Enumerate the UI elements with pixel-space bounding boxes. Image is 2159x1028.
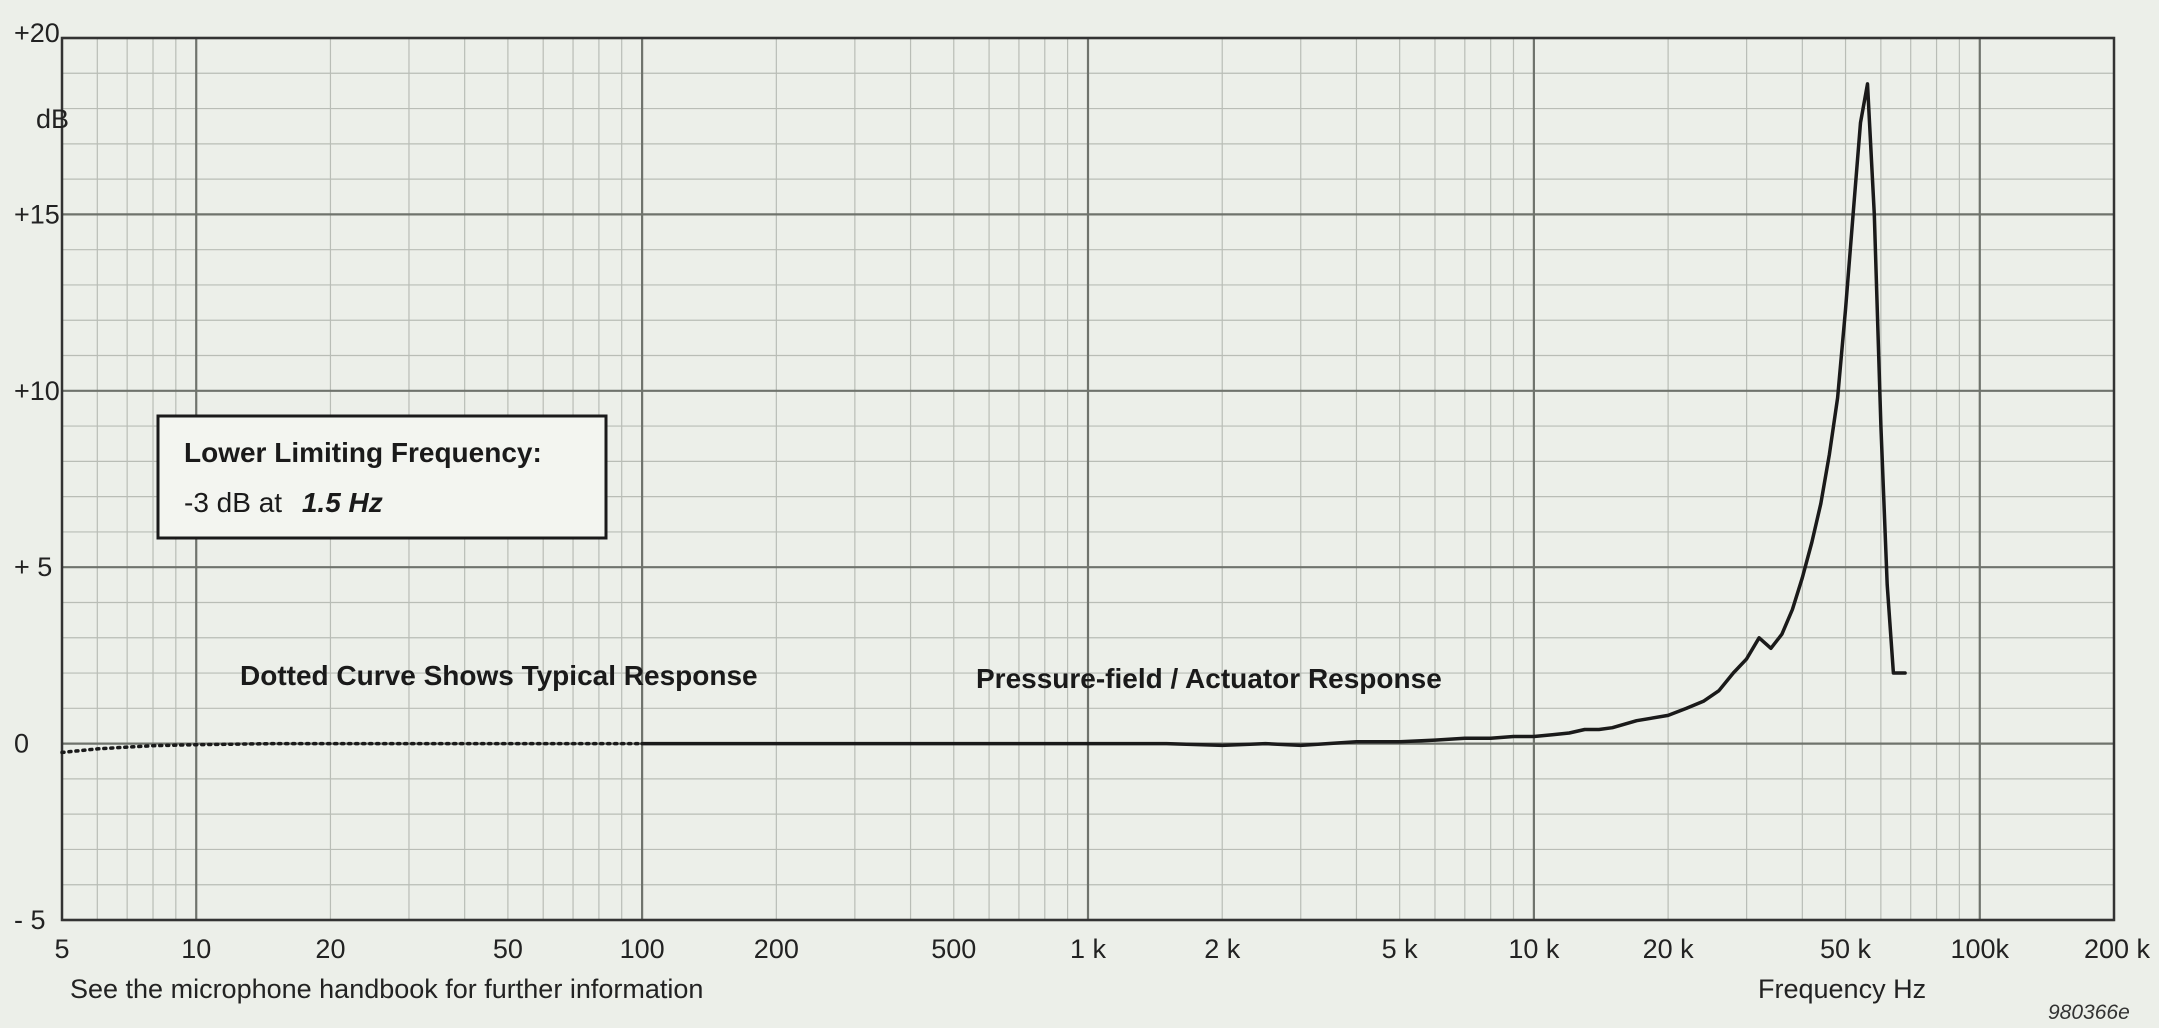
x-tick-label: 20 xyxy=(315,934,345,964)
y-tick-label: +10 xyxy=(14,376,60,406)
y-tick-label: 0 xyxy=(14,729,29,759)
x-tick-label: 100 xyxy=(620,934,665,964)
x-tick-label: 10 xyxy=(181,934,211,964)
x-tick-label: 20 k xyxy=(1643,934,1695,964)
lower-limit-title: Lower Limiting Frequency: xyxy=(184,437,542,468)
x-tick-label: 2 k xyxy=(1204,934,1241,964)
handbook-footnote: See the microphone handbook for further … xyxy=(70,974,703,1004)
lower-limit-value-emph: 1.5 Hz xyxy=(302,487,383,518)
x-tick-label: 50 xyxy=(493,934,523,964)
x-tick-label: 500 xyxy=(931,934,976,964)
lower-limit-value: -3 dB at 1.5 Hz xyxy=(184,487,383,518)
x-axis-labels: 5 10 20 50 100 200 500 1 k 2 k 5 k 10 k 20 k 50 k 100… xyxy=(54,934,2150,964)
x-tick-label: 5 xyxy=(54,934,69,964)
x-tick-label: 50 k xyxy=(1820,934,1872,964)
y-tick-label: + 5 xyxy=(14,552,52,582)
typical-response-dotted-line xyxy=(60,741,644,755)
x-tick-label: 1 k xyxy=(1070,934,1107,964)
lower-limit-box: Lower Limiting Frequency: -3 dB at 1.5 H… xyxy=(156,414,608,540)
plot-frame xyxy=(60,36,2116,922)
x-tick-label: 100k xyxy=(1950,934,2009,964)
x-axis-title: Frequency Hz xyxy=(1758,974,1926,1004)
y-tick-label: - 5 xyxy=(14,905,46,935)
figure-code: 980366e xyxy=(2048,1001,2130,1024)
series-group xyxy=(60,82,1907,755)
lower-limit-value-prefix: -3 dB at xyxy=(184,487,282,518)
x-tick-label: 200 k xyxy=(2084,934,2151,964)
lower-limit-box-frame xyxy=(156,414,608,540)
y-tick-label: +15 xyxy=(14,199,60,229)
y-axis-unit-label: dB xyxy=(36,104,69,134)
dotted-curve-note: Dotted Curve Shows Typical Response xyxy=(240,660,758,691)
pressure-field-response-line xyxy=(640,82,1907,748)
pressure-field-note: Pressure-field / Actuator Response xyxy=(976,663,1442,694)
x-tick-label: 10 k xyxy=(1508,934,1560,964)
x-tick-label: 5 k xyxy=(1382,934,1419,964)
y-tick-label: +20 xyxy=(14,18,60,48)
y-axis-labels: +20 +15 +10 + 5 0 - 5 xyxy=(14,18,60,935)
x-tick-label: 200 xyxy=(754,934,799,964)
